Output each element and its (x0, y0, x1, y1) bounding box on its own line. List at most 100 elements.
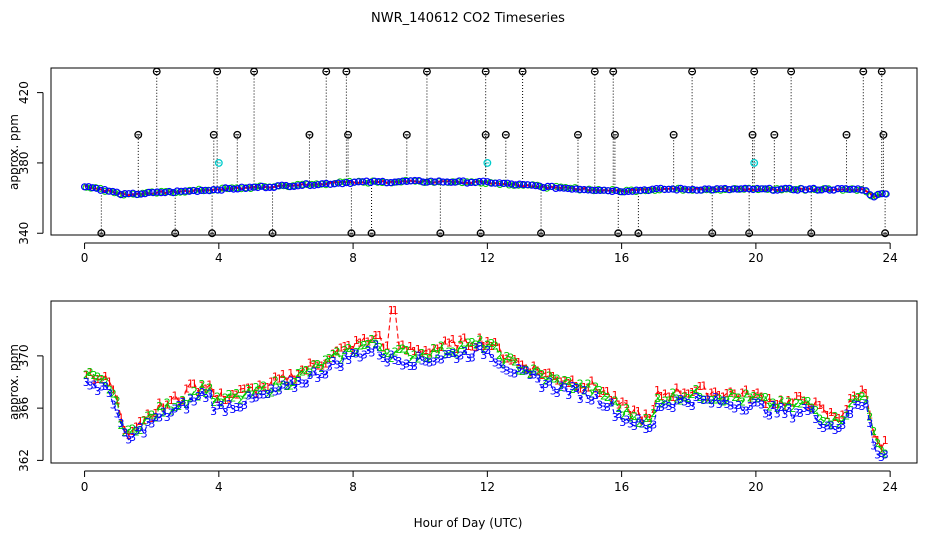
bottom-series-point-3: 3 (133, 425, 140, 438)
top-series3-point (306, 181, 314, 190)
bottom-series-point-2: 2 (569, 383, 576, 396)
bottom-series-point-2: 2 (314, 358, 321, 371)
bottom-series-point-3: 3 (484, 344, 491, 357)
bottom-series-point-1: 1 (407, 340, 414, 353)
bottom-series-point-1: 1 (534, 364, 541, 377)
bottom-series-point-2: 2 (588, 388, 595, 401)
bottom-series-point-3: 3 (700, 394, 707, 407)
flask-point (807, 229, 816, 238)
bottom-series-point-3: 3 (399, 360, 406, 373)
bottom-series-point-3: 3 (774, 407, 781, 420)
bottom-series-point-2: 2 (812, 404, 819, 417)
bottom-series-point-1: 1 (658, 390, 665, 403)
bottom-series-point-1: 1 (747, 394, 754, 407)
bottom-series-point-3: 3 (187, 393, 194, 406)
top-series3-point (201, 186, 209, 194)
bottom-series-point-3: 3 (388, 349, 395, 362)
top-series3-point (729, 185, 737, 193)
top-series2-point (811, 186, 819, 193)
top-series3-point (278, 181, 286, 189)
bottom-series-point-1: 1 (708, 387, 715, 400)
bottom-series-point-1: 1 (731, 387, 738, 400)
bottom-series-point-3: 3 (600, 401, 607, 414)
top-series3-point (709, 186, 717, 194)
top-series3-point (157, 189, 165, 197)
bottom-series-point-2: 2 (191, 385, 198, 398)
bottom-series-point-1: 1 (395, 340, 402, 353)
bottom-series-point-1: 1 (727, 385, 734, 398)
bottom-series-point-3: 3 (492, 357, 499, 370)
top-series3-point (181, 187, 189, 195)
bottom-series-point-2: 2 (774, 402, 781, 415)
bottom-series-point-2: 2 (677, 395, 684, 408)
bottom-series-point-1: 1 (801, 394, 808, 407)
bottom-series-point-2: 2 (245, 383, 252, 396)
bottom-series-point-3: 3 (538, 382, 545, 395)
bottom-series-point-1: 1 (504, 352, 511, 365)
bottom-series-point-2: 2 (847, 397, 854, 410)
reference-point (483, 158, 492, 167)
bottom-series-point-2: 2 (260, 380, 267, 393)
bottom-series-point-3: 3 (411, 360, 418, 373)
bottom-series-point-3: 3 (863, 398, 870, 411)
top-series3-point (789, 186, 798, 194)
bottom-series-point-2: 2 (148, 408, 155, 421)
bottom-series-point-1: 1 (789, 396, 796, 409)
top-series3-point (230, 185, 238, 193)
bottom-series-point-3: 3 (164, 411, 171, 424)
top-x-tick-label: 20 (748, 251, 763, 265)
bottom-series-point-3: 3 (654, 401, 661, 414)
bottom-series-point-2: 2 (280, 374, 287, 387)
bottom-series-point-3: 3 (797, 407, 804, 420)
bottom-series-point-1: 1 (303, 365, 310, 378)
bottom-series-point-3: 3 (357, 351, 364, 364)
bottom-series-point-3: 3 (210, 405, 217, 418)
top-series3-point (697, 186, 705, 194)
bottom-series-point-2: 2 (226, 388, 233, 401)
bottom-series-point-2: 2 (708, 394, 715, 407)
bottom-series-point-1: 1 (399, 338, 406, 351)
bottom-series-point-1: 1 (118, 411, 125, 424)
bottom-series-point-3: 3 (311, 366, 318, 379)
top-series2-point (515, 181, 523, 189)
bottom-series-point-3: 3 (573, 382, 580, 395)
bottom-series-point-2: 2 (600, 390, 607, 403)
top-series3-point (109, 187, 117, 196)
bottom-series-point-3: 3 (214, 399, 221, 412)
top-series3-point (519, 181, 528, 189)
bottom-series-point-3: 3 (727, 399, 734, 412)
bottom-series-point-2: 2 (195, 391, 202, 404)
bottom-series-point-1: 1 (457, 333, 464, 346)
bottom-series-point-1: 1 (704, 391, 711, 404)
bottom-series-point-2: 2 (797, 398, 804, 411)
bottom-series-point-3: 3 (743, 405, 750, 418)
flask-point (614, 229, 623, 238)
flask-point (518, 67, 527, 76)
top-series3-point (117, 191, 125, 199)
top-series3-point (644, 186, 653, 195)
bottom-series-point-3: 3 (137, 421, 144, 434)
bottom-y-axis-label: approx. ppm (7, 344, 21, 420)
bottom-series-point-1: 1 (820, 402, 827, 415)
bottom-series-point-2: 2 (94, 370, 101, 383)
bottom-series-point-3: 3 (766, 410, 773, 423)
bottom-series-point-3: 3 (646, 422, 653, 435)
bottom-series-point-3: 3 (110, 399, 117, 412)
top-series3-point (105, 187, 113, 195)
top-series3-point (189, 186, 197, 195)
bottom-series-point-3: 3 (422, 356, 429, 369)
top-series3-point (165, 187, 173, 196)
top-series3-point (358, 178, 367, 186)
bottom-series-point-1: 1 (785, 394, 792, 407)
bottom-series-point-3: 3 (859, 400, 866, 413)
bottom-series-point-1: 1 (623, 398, 630, 411)
bottom-series-point-3: 3 (91, 379, 98, 392)
bottom-series-point-1: 1 (700, 380, 707, 393)
bottom-series-point-3: 3 (480, 349, 487, 362)
top-series3-point (302, 180, 310, 188)
top-series3-point (689, 185, 697, 193)
bottom-series-point-1: 1 (839, 409, 846, 422)
bottom-series-point-2: 2 (704, 393, 711, 406)
bottom-series-point-3: 3 (183, 404, 190, 417)
flask-point (708, 229, 717, 238)
